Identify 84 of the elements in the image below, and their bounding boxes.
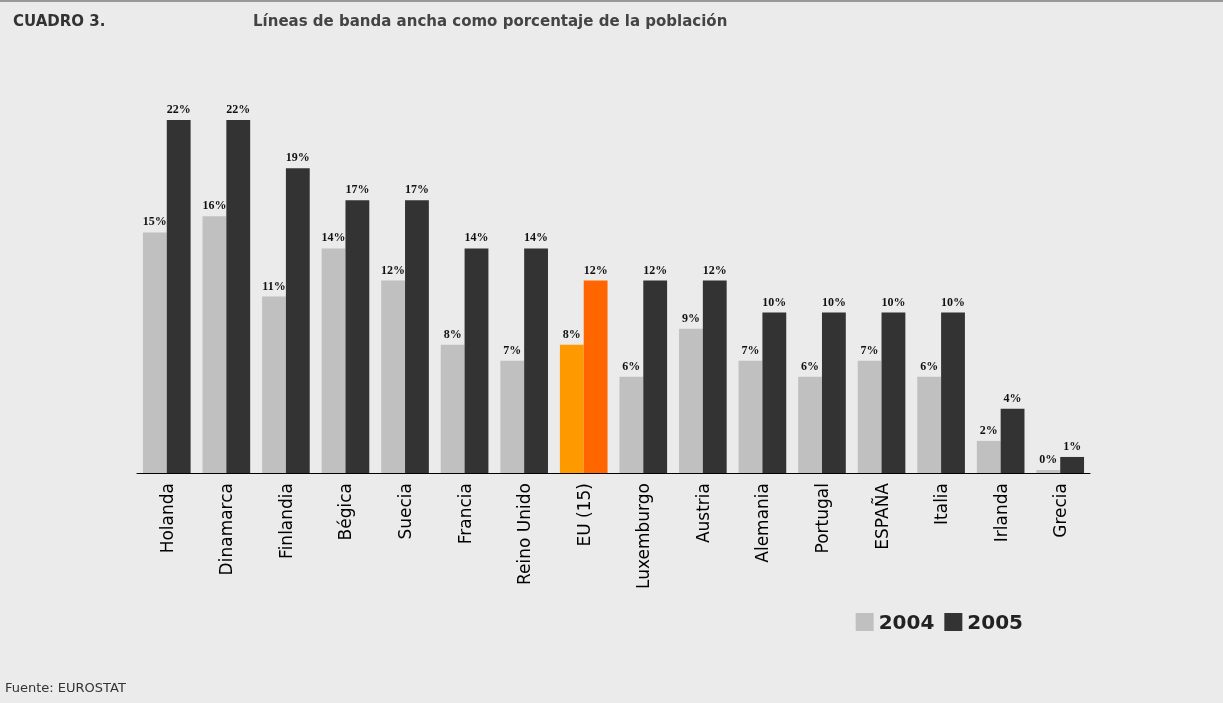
x-tick-label: Reino Unido: [514, 483, 535, 585]
bar: [679, 328, 703, 473]
data-label: 6%: [920, 358, 939, 373]
data-label: 12%: [702, 262, 727, 277]
data-label: 7%: [741, 342, 760, 357]
x-tick-label: Holanda: [156, 483, 177, 554]
data-label: 1%: [1063, 438, 1082, 453]
chart-subtitle: Líneas de banda ancha como porcentaje de la población: [253, 11, 728, 30]
x-tick-label: ESPAÑA: [870, 482, 892, 550]
legend-label: 2005: [967, 610, 1024, 634]
x-tick-label: Suecia: [395, 483, 416, 540]
x-tick-label: Finlandia: [275, 483, 296, 559]
bar: [643, 280, 668, 473]
bar: [583, 280, 608, 473]
data-label: 14%: [524, 230, 549, 245]
data-label: 17%: [404, 182, 429, 197]
data-label: 10%: [762, 294, 787, 309]
bar: [821, 312, 846, 473]
data-label: 0%: [1039, 452, 1058, 466]
data-label: 7%: [860, 342, 879, 357]
bar: [1000, 408, 1025, 473]
data-label: 17%: [345, 182, 370, 197]
data-label: 16%: [202, 198, 227, 213]
bar: [1060, 456, 1085, 473]
x-tick-label: EU (15): [573, 483, 594, 547]
bar: [976, 440, 1001, 473]
bar: [857, 360, 882, 473]
bar: [381, 280, 406, 473]
bar: [619, 376, 644, 473]
data-label: 14%: [321, 230, 346, 245]
x-tick-label: Francia: [454, 483, 475, 545]
x-tick-label: Austria: [692, 483, 713, 544]
bar: [202, 216, 227, 473]
bar: [762, 312, 787, 473]
x-tick-label: Bégica: [335, 483, 356, 541]
bar: [941, 312, 965, 473]
data-label: 12%: [381, 262, 406, 277]
data-label: 7%: [503, 342, 522, 357]
chart-title: CUADRO 3.: [13, 11, 106, 30]
bar: [345, 200, 370, 473]
data-label: 9%: [681, 310, 700, 325]
bar: [559, 344, 584, 473]
bar: [262, 296, 286, 473]
bar: [440, 344, 465, 473]
bar: [917, 376, 942, 473]
x-tick-label: Luxemburgo: [633, 483, 654, 589]
bar: [166, 120, 191, 473]
bar: [798, 376, 822, 473]
bar: [500, 360, 525, 473]
data-label: 12%: [583, 262, 608, 277]
x-tick-label: Dinamarca: [216, 483, 237, 576]
source-note: Fuente: EUROSTAT: [5, 680, 126, 695]
data-label: 6%: [622, 358, 641, 373]
data-label: 10%: [821, 294, 846, 309]
x-tick-label: Grecia: [1050, 483, 1071, 538]
data-label: 11%: [262, 278, 286, 293]
bar: [226, 120, 251, 473]
data-label: 4%: [1003, 390, 1022, 405]
data-label: 22%: [166, 102, 191, 117]
bar: [738, 360, 763, 473]
data-label: 10%: [881, 294, 906, 309]
data-label: 6%: [801, 358, 820, 373]
x-tick-label: Alemania: [752, 483, 773, 563]
bar: [464, 248, 489, 473]
bar: [285, 168, 310, 473]
data-label: 8%: [443, 326, 462, 341]
data-label: 22%: [226, 102, 251, 117]
data-label: 2%: [979, 422, 998, 437]
x-tick-label: Portugal: [811, 483, 832, 554]
bar: [881, 312, 906, 473]
bar: [142, 232, 167, 473]
data-label: 19%: [285, 150, 310, 165]
bar: [702, 280, 727, 473]
legend-label: 2004: [878, 610, 935, 634]
x-tick-label: Italia: [931, 483, 952, 525]
data-label: 12%: [643, 262, 668, 277]
bar: [524, 248, 548, 473]
x-tick-label: Irlanda: [990, 483, 1011, 543]
data-label: 8%: [562, 326, 581, 341]
bar: [405, 200, 429, 473]
data-label: 14%: [464, 230, 489, 245]
bar: [321, 248, 346, 473]
data-label: 15%: [142, 214, 167, 229]
data-label: 10%: [941, 294, 966, 309]
